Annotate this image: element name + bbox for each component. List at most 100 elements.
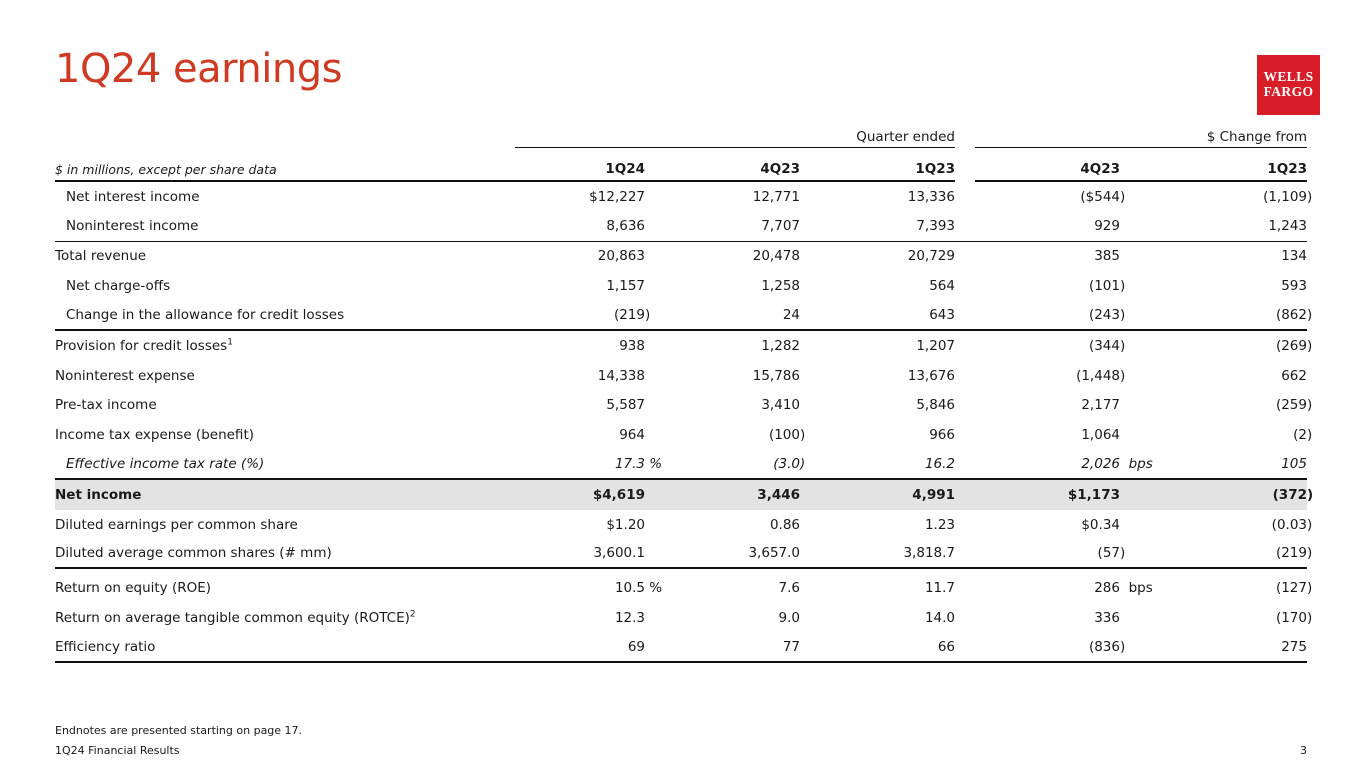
row-label: Net charge-offs bbox=[66, 278, 171, 295]
cell-value: 964 bbox=[619, 427, 645, 444]
value-cell: (259) bbox=[1275, 397, 1313, 414]
value-cell: 7.6 bbox=[645, 580, 800, 596]
cell-value: 0.86 bbox=[769, 516, 800, 533]
table-row: Noninterest income 8,636 7,707 7,393 929 1,24… bbox=[55, 212, 1307, 242]
value-cell: (862) bbox=[1275, 307, 1313, 324]
cell-value: 105 bbox=[1281, 456, 1307, 473]
value-cell: 13,676 bbox=[800, 368, 955, 384]
value-cell: 12.3 bbox=[515, 610, 645, 626]
table-column-header-row: $ in millions, except per share data 1Q2… bbox=[55, 148, 1307, 182]
row-label: Return on equity (ROE) bbox=[55, 580, 212, 597]
cell-value: 17.3 bbox=[614, 456, 645, 473]
cell-value: 3,446 bbox=[757, 486, 800, 503]
value-cell: 3,818.7 bbox=[800, 545, 955, 561]
cell-value: (127 bbox=[1275, 580, 1307, 597]
cell-value: 4,991 bbox=[912, 486, 955, 503]
value-cell: 1,207 bbox=[800, 338, 955, 354]
row-label: Provision for credit losses1 bbox=[55, 337, 233, 354]
cell-value: 134 bbox=[1281, 248, 1307, 265]
value-cell: 385 bbox=[975, 248, 1120, 264]
row-label: Effective income tax rate (%) bbox=[66, 456, 265, 473]
cell-value: (170 bbox=[1275, 610, 1307, 627]
column-header-left-section: $ in millions, except per share data 1Q2… bbox=[55, 148, 955, 182]
value-cell: 17.3 % bbox=[614, 456, 663, 473]
cell-value: 8,636 bbox=[606, 218, 645, 235]
cell-value: 77 bbox=[782, 638, 800, 655]
value-cell: 3,600.1 bbox=[515, 545, 645, 561]
table-row: Efficiency ratio 69 77 66 (836) 275 bbox=[55, 633, 1307, 663]
value-cell: 5,846 bbox=[800, 397, 955, 413]
value-cell: 643 bbox=[800, 307, 955, 323]
value-cell: 66 bbox=[800, 639, 955, 655]
table-body: Net interest income $12,227 12,771 13,336 ($… bbox=[55, 182, 1313, 663]
cell-value: 14,338 bbox=[597, 367, 645, 384]
value-cell: (269) bbox=[1275, 337, 1313, 354]
value-cell: 2,026 bps bbox=[1081, 456, 1153, 473]
value-cell: 69 bbox=[515, 639, 645, 655]
table-row: Return on equity (ROE) 10.5 % 7.6 11.7 286 b… bbox=[55, 573, 1313, 603]
cell-value: (0.03 bbox=[1271, 516, 1307, 533]
cell-value: 5,846 bbox=[916, 397, 955, 414]
value-cell: 662 bbox=[1120, 368, 1307, 384]
cell-value: 593 bbox=[1281, 278, 1307, 295]
cell-value: (3.0 bbox=[773, 456, 800, 473]
value-cell: 1,157 bbox=[515, 278, 645, 294]
cell-value: 12,771 bbox=[752, 188, 800, 205]
group-header-change-from: $ Change from bbox=[975, 129, 1307, 148]
cell-value: 24 bbox=[782, 307, 800, 324]
units-note: $ in millions, except per share data bbox=[55, 162, 277, 177]
group-header-quarter-ended: Quarter ended bbox=[515, 129, 955, 148]
cell-value: 20,478 bbox=[752, 248, 800, 265]
cell-value: $0.34 bbox=[1081, 516, 1120, 533]
value-cell: 2,177 bbox=[975, 397, 1120, 413]
cell-value: ($544 bbox=[1080, 188, 1120, 205]
endnote-text: Endnotes are presented starting on page … bbox=[55, 724, 303, 737]
value-cell: (101) bbox=[1088, 278, 1126, 295]
value-cell: 3,446 bbox=[645, 487, 800, 503]
value-cell: 1,243 bbox=[1120, 218, 1307, 234]
value-cell: 134 bbox=[1120, 248, 1307, 264]
row-label: Noninterest expense bbox=[55, 367, 195, 384]
cell-value: 14.0 bbox=[924, 610, 955, 627]
value-cell: (2) bbox=[1293, 427, 1313, 444]
row-label: Net income bbox=[55, 486, 142, 503]
cell-value: (269 bbox=[1275, 337, 1307, 354]
earnings-table: Quarter ended $ Change from $ in million… bbox=[55, 129, 1313, 663]
cell-value: (2 bbox=[1293, 427, 1307, 444]
cell-value: 12.3 bbox=[614, 610, 645, 627]
cell-value: (100 bbox=[768, 427, 800, 444]
cell-value: 16.2 bbox=[924, 456, 955, 473]
table-row: Net charge-offs 1,157 1,258 564 (101) 593 bbox=[55, 271, 1307, 301]
value-cell: 7,707 bbox=[645, 218, 800, 234]
table-row: Total revenue 20,863 20,478 20,729 385 134 bbox=[55, 242, 1307, 272]
cell-value: (101 bbox=[1088, 278, 1120, 295]
column-header-right-section: 4Q23 1Q23 bbox=[975, 148, 1307, 182]
logo-line-2: FARGO bbox=[1263, 84, 1314, 99]
cell-value: 2,177 bbox=[1081, 397, 1120, 414]
value-cell: 564 bbox=[800, 278, 955, 294]
value-cell: 8,636 bbox=[515, 218, 645, 234]
table-row: Pre-tax income 5,587 3,410 5,846 2,177 (259) bbox=[55, 391, 1313, 421]
value-cell: 7,393 bbox=[800, 218, 955, 234]
value-cell: 938 bbox=[515, 338, 645, 354]
cell-value: 3,818.7 bbox=[903, 545, 955, 562]
cell-value: (372 bbox=[1272, 486, 1307, 503]
cell-value: (243 bbox=[1088, 307, 1120, 324]
cell-value: (836 bbox=[1088, 638, 1120, 655]
value-cell: (127) bbox=[1275, 580, 1313, 597]
cell-value: 5,587 bbox=[606, 397, 645, 414]
cell-value: 13,676 bbox=[907, 367, 955, 384]
value-cell: 105 bbox=[1120, 456, 1307, 472]
footnote-ref: 1 bbox=[227, 337, 233, 348]
value-cell: $1.20 bbox=[515, 517, 645, 533]
value-cell: 16.2 bbox=[800, 456, 955, 472]
value-cell: (243) bbox=[1088, 307, 1126, 324]
cell-value: 7,393 bbox=[916, 218, 955, 235]
cell-value: 1,064 bbox=[1081, 427, 1120, 444]
cell-value: 20,729 bbox=[907, 248, 955, 265]
value-cell: 1,258 bbox=[645, 278, 800, 294]
table-row: Diluted average common shares (# mm) 3,60… bbox=[55, 540, 1312, 570]
column-header-1q23: 1Q23 bbox=[915, 161, 955, 177]
cell-value: 1,258 bbox=[761, 278, 800, 295]
value-cell: 1,282 bbox=[645, 338, 800, 354]
